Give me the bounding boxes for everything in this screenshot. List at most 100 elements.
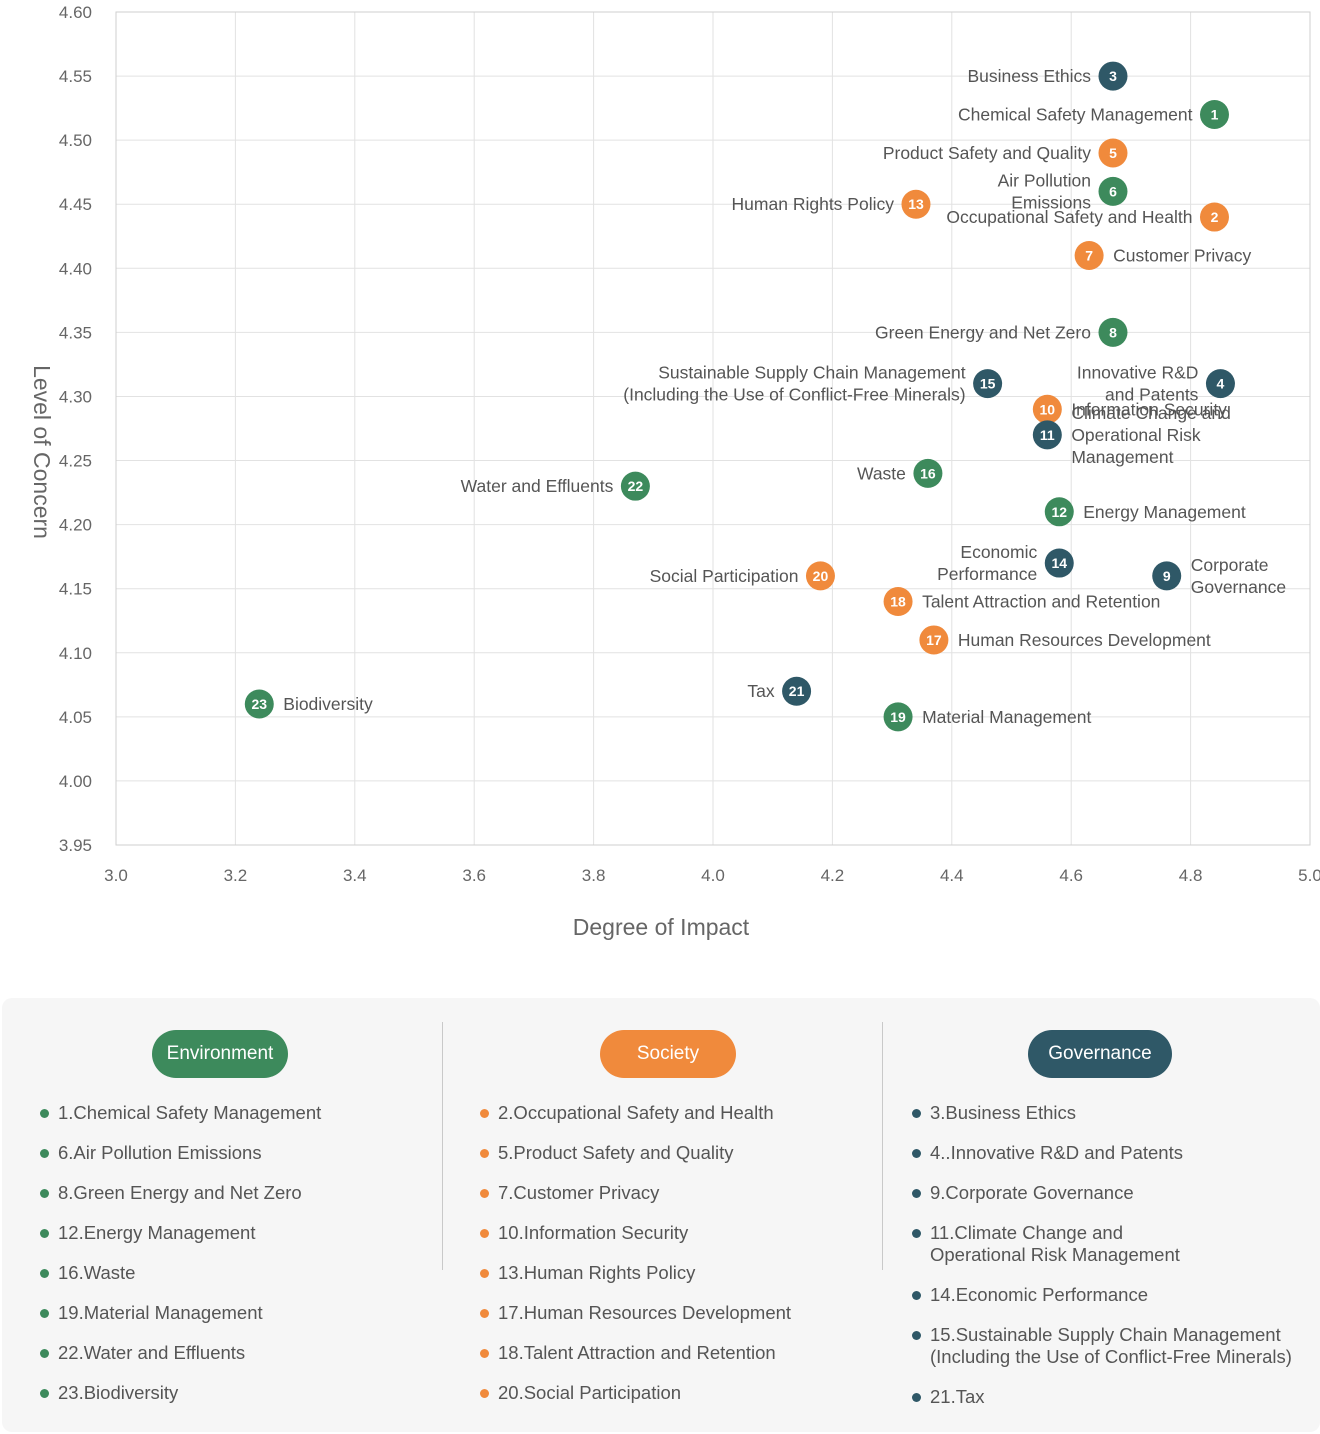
legend-item-label: 15.Sustainable Supply Chain Management (… <box>930 1324 1292 1367</box>
data-point-8: 8 Green Energy and Net Zero <box>875 317 1128 347</box>
legend-item: 7.Customer Privacy <box>480 1182 791 1204</box>
x-tick-label: 4.4 <box>940 866 964 885</box>
bullet-dot-icon <box>912 1149 921 1158</box>
legend-item: 5.Product Safety and Quality <box>480 1142 791 1164</box>
y-axis-ticks: 3.95 4.00 4.05 4.10 4.15 4.20 4.25 4.30 4.35 4.40… <box>59 3 92 855</box>
x-tick-label: 3.0 <box>104 866 128 885</box>
point-label: (Including the Use of Conflict-Free Mine… <box>623 385 965 405</box>
governance-badge: Governance <box>1028 1030 1172 1078</box>
point-label: Biodiversity <box>283 694 373 714</box>
legend-item: 3.Business Ethics <box>912 1102 1292 1124</box>
y-tick-label: 4.50 <box>59 131 92 150</box>
point-number: 9 <box>1163 568 1171 584</box>
bullet-dot-icon <box>40 1269 49 1278</box>
legend-item: 23.Biodiversity <box>40 1382 321 1404</box>
point-label: Talent Attraction and Retention <box>922 592 1160 612</box>
data-point-7: 7 Customer Privacy <box>1074 240 1251 270</box>
point-marker <box>1098 317 1128 347</box>
data-point-15: 15 Sustainable Supply Chain Management(In… <box>623 363 1003 405</box>
legend-divider <box>442 1022 443 1270</box>
legend-item-label: 4..Innovative R&D and Patents <box>930 1142 1183 1163</box>
y-tick-label: 3.95 <box>59 836 92 855</box>
point-marker <box>1098 61 1128 91</box>
bullet-dot-icon <box>480 1149 489 1158</box>
legend-item-label: 23.Biodiversity <box>58 1382 179 1403</box>
bullet-dot-icon <box>40 1189 49 1198</box>
legend-item-label: 18.Talent Attraction and Retention <box>498 1342 776 1363</box>
point-number: 8 <box>1109 324 1117 340</box>
point-label: Operational Risk <box>1071 425 1201 445</box>
point-marker <box>919 625 949 655</box>
x-tick-label: 5.0 <box>1298 866 1320 885</box>
point-number: 5 <box>1109 145 1117 161</box>
legend-column-environment: Environment 1.Chemical Safety Management… <box>2 998 442 1432</box>
legend-item-label: 14.Economic Performance <box>930 1284 1148 1305</box>
bullet-dot-icon <box>40 1149 49 1158</box>
point-number: 17 <box>926 632 942 648</box>
x-tick-label: 4.0 <box>701 866 725 885</box>
legend-item-label: 7.Customer Privacy <box>498 1182 660 1203</box>
point-label: Emissions <box>1011 192 1091 212</box>
bullet-dot-icon <box>40 1349 49 1358</box>
legend-item: 22.Water and Effluents <box>40 1342 321 1364</box>
x-tick-label: 3.6 <box>462 866 486 885</box>
environment-badge: Environment <box>152 1030 288 1078</box>
legend-item: 8.Green Energy and Net Zero <box>40 1182 321 1204</box>
point-number: 21 <box>789 683 805 699</box>
point-number: 3 <box>1109 68 1117 84</box>
legend-item-label: 9.Corporate Governance <box>930 1182 1134 1203</box>
bullet-dot-icon <box>480 1229 489 1238</box>
y-axis-title: Level of Concern <box>29 365 55 539</box>
y-tick-label: 4.25 <box>59 452 92 471</box>
category-legend-panel: Environment 1.Chemical Safety Management… <box>2 998 1320 1432</box>
point-number: 10 <box>1040 401 1056 417</box>
legend-item-label: 17.Human Resources Development <box>498 1302 792 1323</box>
point-label: Material Management <box>922 707 1091 727</box>
legend-item: 17.Human Resources Development <box>480 1302 791 1324</box>
point-label: Economic <box>960 542 1037 562</box>
legend-item: 18.Talent Attraction and Retention <box>480 1342 791 1364</box>
data-point-19: 19 Material Management <box>883 702 1091 732</box>
society-badge: Society <box>600 1030 736 1078</box>
data-point-2: 2 Occupational Safety and Health <box>946 202 1229 232</box>
point-label: Tax <box>747 681 774 701</box>
legend-item-label: 20.Social Participation <box>498 1382 682 1403</box>
point-label: Human Rights Policy <box>732 194 895 214</box>
data-point-22: 22 Water and Effluents <box>461 471 650 501</box>
legend-divider <box>882 1022 883 1270</box>
legend-item-label: 6.Air Pollution Emissions <box>58 1142 262 1163</box>
point-marker <box>1032 394 1062 424</box>
point-number: 22 <box>628 478 644 494</box>
society-items-list: 2.Occupational Safety and Health 5.Produc… <box>480 1102 791 1422</box>
legend-item: 14.Economic Performance <box>912 1284 1292 1306</box>
point-marker <box>1098 176 1128 206</box>
point-label: Chemical Safety Management <box>958 105 1193 125</box>
data-point-3: 3 Business Ethics <box>967 61 1128 91</box>
y-tick-label: 4.40 <box>59 259 92 278</box>
point-marker <box>782 676 812 706</box>
legend-item-label: 3.Business Ethics <box>930 1102 1077 1123</box>
point-number: 23 <box>251 696 267 712</box>
point-number: 13 <box>908 196 924 212</box>
y-tick-label: 4.60 <box>59 3 92 22</box>
point-marker <box>1199 202 1229 232</box>
point-marker <box>883 702 913 732</box>
bullet-dot-icon <box>912 1229 921 1238</box>
point-marker <box>1205 369 1235 399</box>
point-label: Green Energy and Net Zero <box>875 322 1091 342</box>
bullet-dot-icon <box>480 1109 489 1118</box>
x-tick-label: 3.4 <box>343 866 367 885</box>
point-number: 16 <box>920 465 936 481</box>
legend-item: 1.Chemical Safety Management <box>40 1102 321 1124</box>
point-number: 6 <box>1109 183 1117 199</box>
point-marker <box>1152 561 1182 591</box>
bullet-dot-icon <box>40 1309 49 1318</box>
y-tick-label: 4.20 <box>59 516 92 535</box>
point-marker <box>805 561 835 591</box>
bullet-dot-icon <box>480 1309 489 1318</box>
point-label: Energy Management <box>1083 502 1246 522</box>
bullet-dot-icon <box>912 1331 921 1340</box>
point-marker <box>1199 100 1229 130</box>
